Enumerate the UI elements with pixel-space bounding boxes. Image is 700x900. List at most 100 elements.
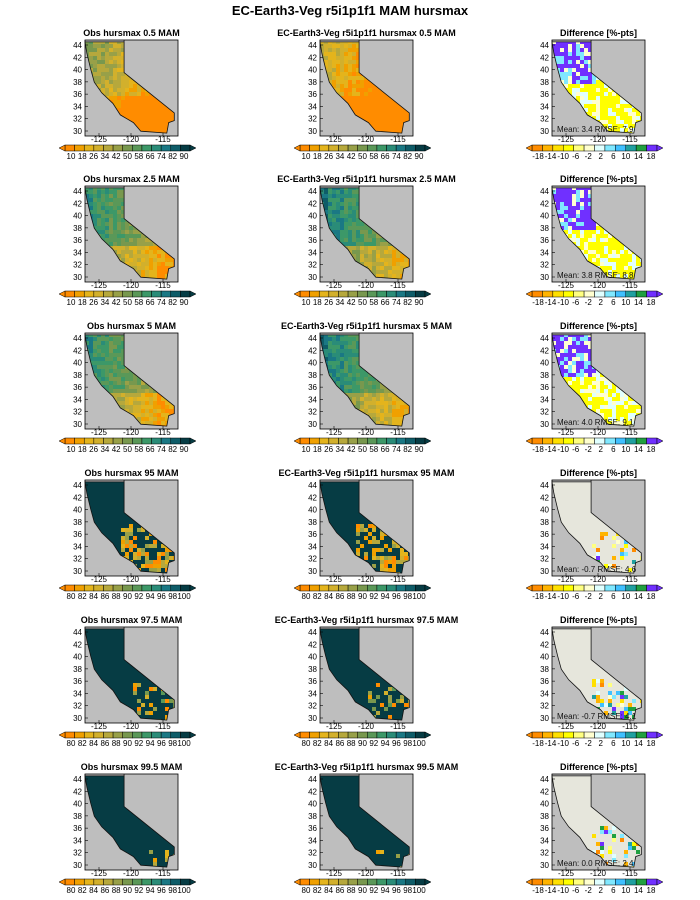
grid-cell (584, 48, 588, 52)
state-boundary (319, 41, 410, 134)
grid-cell (101, 373, 105, 377)
grid-cell (141, 246, 145, 250)
y-tick-label: 42 (73, 53, 82, 62)
grid-cell (105, 385, 109, 389)
grid-cell (612, 108, 616, 112)
grid-cell (568, 234, 572, 238)
grid-cell (372, 409, 376, 413)
grid-cell (149, 389, 153, 393)
grid-cell (600, 116, 604, 120)
grid-cell (604, 262, 608, 266)
x-tick-label: -120 (590, 281, 607, 290)
grid-cell (608, 250, 612, 254)
grid-cell (352, 96, 356, 100)
grid-cell (384, 417, 388, 421)
y-tick-label: 34 (308, 248, 317, 257)
grid-cell (101, 365, 105, 369)
colorbar-extend-high (424, 144, 432, 152)
y-tick-label: 34 (73, 248, 82, 257)
grid-cell (125, 385, 129, 389)
colorbar-label: 18 (78, 152, 87, 161)
x-tick-label: -125 (558, 135, 575, 144)
grid-cell (380, 120, 384, 124)
grid-cell (332, 334, 336, 337)
grid-cell (356, 254, 360, 258)
grid-cell (153, 409, 157, 413)
grid-cell (612, 262, 616, 266)
grid-cell (360, 238, 364, 242)
grid-cell (153, 270, 157, 274)
grid-cell (580, 202, 584, 206)
grid-cell (584, 194, 588, 198)
grid-cell (380, 250, 384, 254)
grid-cell (588, 246, 592, 250)
grid-cell (161, 417, 165, 421)
grid-cell (109, 234, 113, 238)
colorbar-label: 2 (599, 298, 604, 307)
grid-cell (352, 210, 356, 214)
grid-cell (113, 334, 117, 337)
grid-cell (145, 246, 149, 250)
grid-cell (348, 92, 352, 96)
grid-cell (113, 349, 117, 353)
grid-cell (89, 48, 93, 52)
grid-cell (133, 246, 137, 250)
grid-cell (141, 393, 145, 397)
grid-cell (372, 270, 376, 274)
grid-cell (372, 104, 376, 108)
grid-cell (121, 385, 125, 389)
grid-cell (121, 222, 125, 226)
grid-cell (141, 397, 145, 401)
grid-cell (568, 202, 572, 206)
grid-cell (105, 234, 109, 238)
x-tick-label: -125 (326, 281, 343, 290)
grid-cell (133, 112, 137, 116)
grid-cell (356, 365, 360, 369)
grid-cell (117, 218, 121, 222)
grid-cell (101, 337, 105, 341)
grid-cell (572, 68, 576, 72)
grid-cell (93, 68, 97, 72)
grid-cell (85, 341, 89, 345)
grid-cell (97, 202, 101, 206)
grid-cell (572, 206, 576, 210)
grid-cell (336, 341, 340, 345)
grid-cell (380, 124, 384, 128)
grid-cell (145, 124, 149, 128)
colorbar-label: 2 (599, 152, 604, 161)
grid-cell (340, 226, 344, 230)
grid-cell (105, 334, 109, 337)
grid-cell (604, 266, 608, 270)
grid-cell (117, 222, 121, 226)
grid-cell (336, 48, 340, 52)
colorbar-segment (635, 290, 647, 298)
grid-cell (348, 48, 352, 52)
grid-cell (604, 230, 608, 234)
grid-cell (153, 258, 157, 262)
grid-cell (149, 409, 153, 413)
map-panel: EC-Earth3-Veg r5i1p1f1 hursmax 5 MAM4442… (281, 321, 452, 454)
grid-cell (356, 381, 360, 385)
grid-cell (161, 258, 165, 262)
grid-cell (348, 337, 352, 341)
grid-cell (400, 401, 404, 405)
grid-cell (348, 389, 352, 393)
grid-cell (157, 112, 161, 116)
grid-cell (604, 242, 608, 246)
grid-cell (628, 124, 632, 128)
grid-cell (388, 421, 392, 425)
grid-cell (121, 218, 125, 222)
colorbar-extend-high (189, 437, 197, 445)
grid-cell (157, 120, 161, 124)
y-tick-label: 36 (73, 90, 82, 99)
grid-cell (584, 64, 588, 68)
grid-cell (356, 72, 360, 76)
grid-cell (125, 393, 129, 397)
grid-cell (552, 48, 556, 52)
grid-cell (133, 397, 137, 401)
grid-cell (344, 238, 348, 242)
colorbar-segment (103, 437, 114, 445)
grid-cell (332, 80, 336, 84)
grid-cell (125, 222, 129, 226)
grid-cell (608, 246, 612, 250)
